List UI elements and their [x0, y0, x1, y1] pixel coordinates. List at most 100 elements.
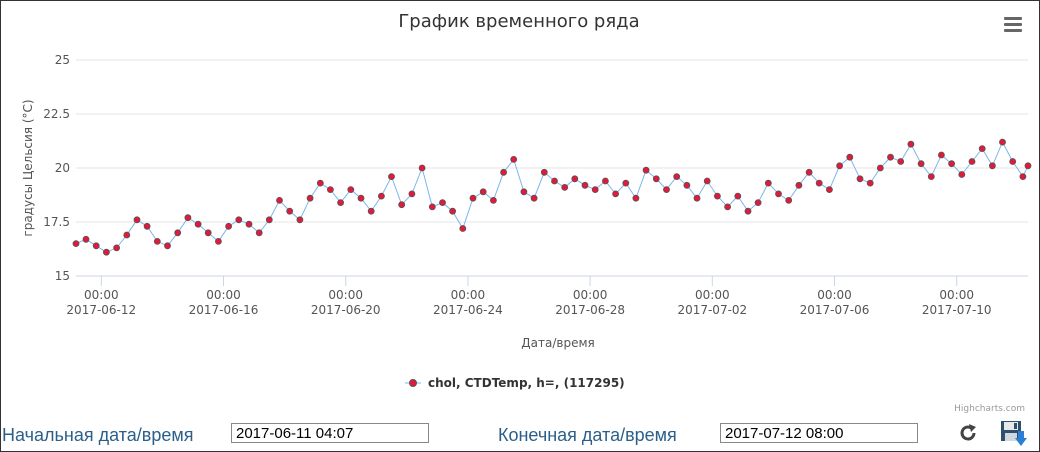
end-datetime-input[interactable]: [720, 423, 918, 443]
data-point[interactable]: [306, 194, 314, 202]
data-point[interactable]: [540, 168, 548, 176]
data-point[interactable]: [133, 216, 141, 224]
data-point[interactable]: [856, 175, 864, 183]
data-point[interactable]: [999, 138, 1006, 146]
data-point[interactable]: [245, 220, 253, 228]
data-point[interactable]: [907, 140, 915, 148]
data-point[interactable]: [642, 166, 650, 174]
data-point[interactable]: [337, 199, 345, 207]
data-point[interactable]: [184, 214, 192, 222]
data-point[interactable]: [815, 179, 823, 187]
data-point[interactable]: [103, 248, 110, 256]
data-point[interactable]: [82, 235, 90, 243]
data-point[interactable]: [571, 175, 579, 183]
data-point[interactable]: [316, 179, 324, 187]
data-point[interactable]: [153, 237, 161, 245]
data-point[interactable]: [510, 155, 518, 163]
data-point[interactable]: [72, 240, 80, 248]
data-point[interactable]: [92, 242, 100, 250]
data-point[interactable]: [764, 179, 772, 187]
data-point[interactable]: [276, 196, 283, 204]
data-point[interactable]: [866, 179, 874, 187]
data-point[interactable]: [632, 194, 640, 202]
data-point[interactable]: [398, 201, 406, 209]
data-point[interactable]: [826, 186, 833, 194]
data-point[interactable]: [428, 203, 436, 211]
data-point[interactable]: [693, 194, 701, 202]
save-download-icon[interactable]: [999, 419, 1027, 447]
refresh-icon[interactable]: [956, 421, 980, 445]
data-point[interactable]: [744, 207, 752, 215]
data-point[interactable]: [377, 192, 385, 200]
data-point[interactable]: [887, 153, 894, 161]
data-point[interactable]: [164, 242, 171, 250]
data-point[interactable]: [795, 181, 803, 189]
data-point[interactable]: [836, 162, 843, 170]
data-point[interactable]: [652, 175, 660, 183]
data-point[interactable]: [520, 188, 528, 196]
data-point[interactable]: [775, 190, 782, 198]
data-point[interactable]: [204, 229, 212, 237]
data-point[interactable]: [938, 151, 945, 159]
data-point[interactable]: [602, 177, 609, 185]
data-point[interactable]: [326, 186, 334, 194]
data-point[interactable]: [286, 207, 294, 215]
data-point[interactable]: [703, 177, 711, 185]
data-point[interactable]: [958, 171, 966, 178]
data-point[interactable]: [408, 190, 416, 198]
data-point[interactable]: [439, 199, 446, 207]
data-point[interactable]: [214, 237, 222, 245]
data-point[interactable]: [265, 216, 273, 224]
data-point[interactable]: [1009, 158, 1017, 165]
data-point[interactable]: [469, 194, 477, 202]
data-point[interactable]: [754, 199, 762, 207]
data-point[interactable]: [734, 192, 742, 200]
data-point[interactable]: [1019, 173, 1027, 181]
data-point[interactable]: [388, 173, 395, 181]
legend[interactable]: chol, CTDTemp, h=, (117295): [405, 376, 625, 390]
data-point[interactable]: [418, 164, 426, 172]
data-point[interactable]: [113, 244, 120, 252]
data-point[interactable]: [551, 177, 558, 185]
data-point[interactable]: [968, 158, 976, 165]
data-point[interactable]: [357, 194, 365, 202]
data-point[interactable]: [174, 229, 182, 237]
data-point[interactable]: [296, 216, 304, 224]
data-point[interactable]: [479, 188, 487, 196]
data-point[interactable]: [143, 222, 151, 230]
data-point[interactable]: [225, 222, 233, 230]
data-point[interactable]: [561, 183, 569, 191]
data-point[interactable]: [714, 192, 721, 200]
data-point[interactable]: [489, 196, 497, 204]
data-point[interactable]: [581, 181, 589, 189]
data-point[interactable]: [347, 186, 355, 194]
data-point[interactable]: [989, 162, 996, 170]
data-point[interactable]: [785, 196, 793, 204]
data-point[interactable]: [876, 164, 884, 172]
data-point[interactable]: [917, 160, 925, 168]
data-point[interactable]: [459, 225, 467, 232]
data-point[interactable]: [367, 207, 375, 215]
data-point[interactable]: [978, 145, 986, 153]
data-point[interactable]: [591, 186, 599, 194]
data-point[interactable]: [927, 173, 935, 181]
data-point[interactable]: [897, 158, 905, 165]
data-point[interactable]: [1024, 162, 1032, 170]
data-point[interactable]: [622, 179, 630, 187]
data-point[interactable]: [123, 231, 131, 239]
data-point[interactable]: [235, 216, 243, 224]
data-point[interactable]: [948, 160, 955, 168]
data-point[interactable]: [663, 186, 670, 194]
data-point[interactable]: [449, 207, 457, 215]
hamburger-menu-icon[interactable]: [1000, 12, 1028, 38]
data-point[interactable]: [255, 229, 263, 237]
data-point[interactable]: [500, 168, 508, 176]
start-datetime-input[interactable]: [231, 423, 429, 443]
data-point[interactable]: [530, 194, 538, 202]
data-point[interactable]: [724, 203, 731, 211]
data-point[interactable]: [683, 181, 691, 189]
data-point[interactable]: [846, 153, 854, 161]
highcharts-credits[interactable]: Highcharts.com: [954, 404, 1025, 414]
data-point[interactable]: [194, 220, 202, 228]
data-point[interactable]: [673, 173, 681, 181]
